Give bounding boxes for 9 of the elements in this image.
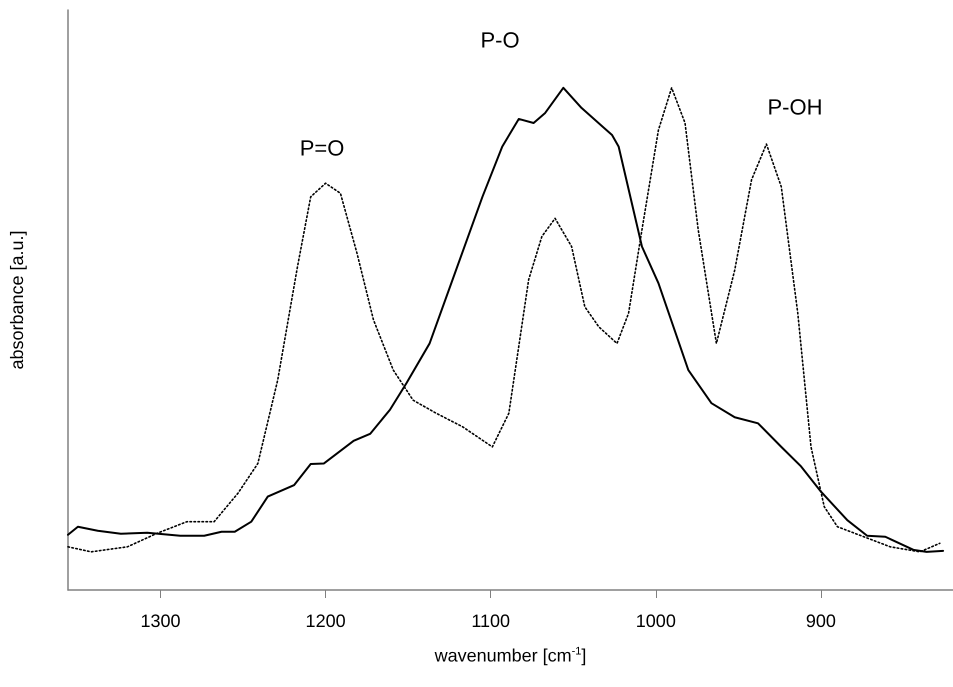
x-tick-label: 900 [806, 611, 836, 631]
x-tick-label: 1200 [306, 611, 346, 631]
annotation: P-OH [768, 94, 822, 120]
y-axis-title: absorbance [a.u.] [7, 230, 27, 370]
x-tick-label: 1300 [140, 611, 180, 631]
x-tick-label: 1000 [636, 611, 676, 631]
text: P-O [480, 28, 520, 52]
annotation: P=O [300, 136, 344, 160]
x-tick-label: 1100 [471, 611, 510, 631]
